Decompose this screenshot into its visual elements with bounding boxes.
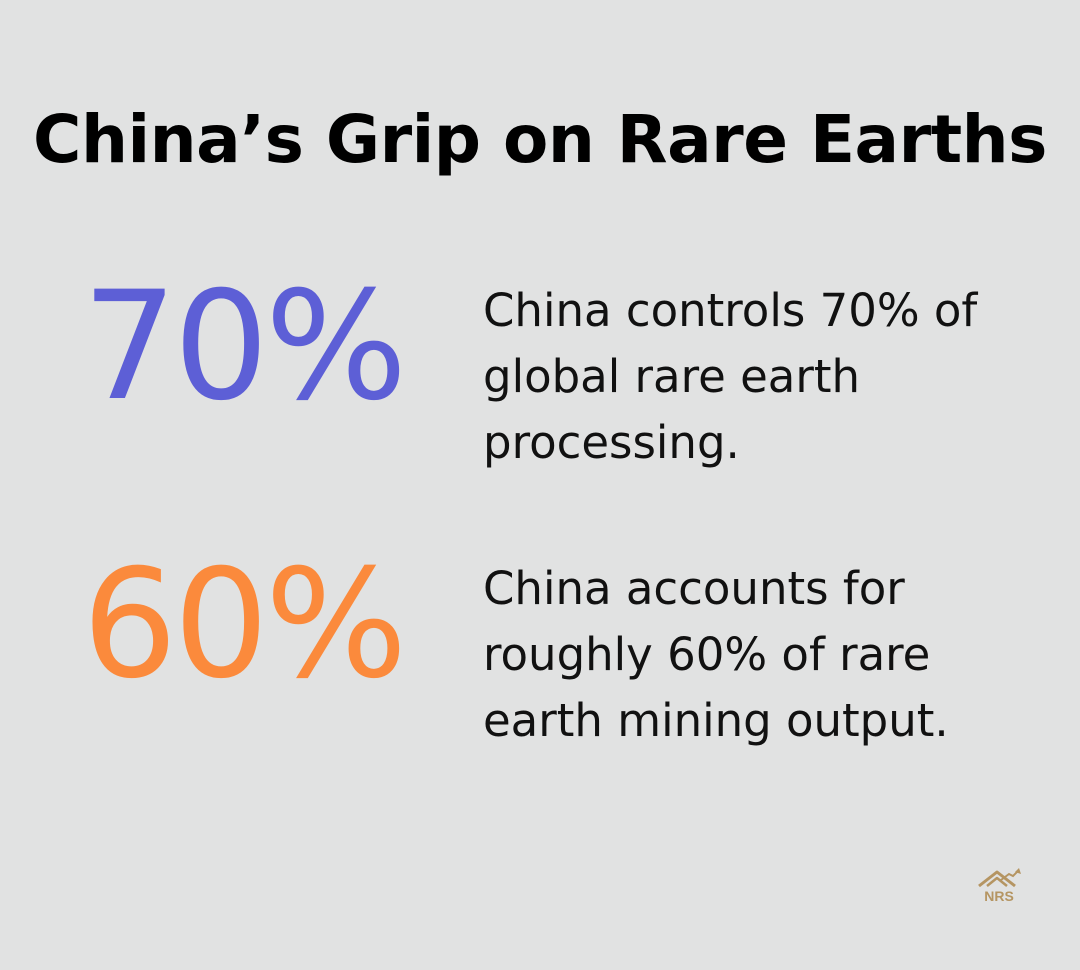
stat-description: China accounts for roughly 60% of rare e… [483,562,949,747]
stat-description: China controls 70% of global rare earth … [483,284,978,469]
logo-text: NRS [984,888,1014,904]
nrs-logo: NRS [975,866,1025,908]
stat-value: 60% [82,538,407,712]
stat-value: 70% [82,260,407,434]
infographic-title: China’s Grip on Rare Earths [33,101,1047,178]
house-chart-logo-icon [978,868,1021,888]
